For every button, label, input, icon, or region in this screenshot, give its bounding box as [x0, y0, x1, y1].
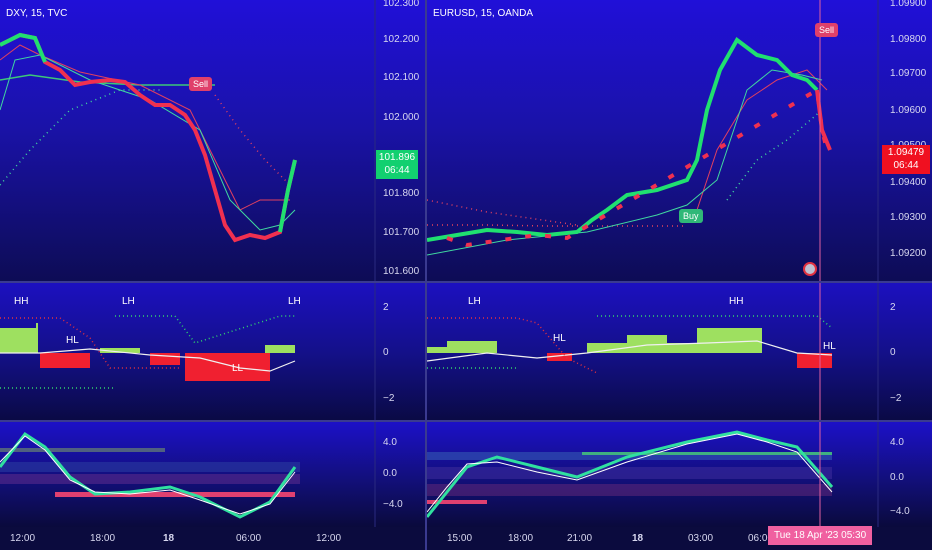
symbol: DXY, 15, TVC — [6, 8, 68, 19]
left-wave-pane: 4.0 0.0 −4.0 — [0, 422, 425, 527]
last-price: 1.09479 — [887, 147, 925, 158]
left-price-pane: DXY, 15, TVC 102.300 102.200 102.100 102… — [0, 0, 425, 281]
time-label: 12:00 — [10, 533, 36, 544]
time-label: 21:00 — [567, 533, 593, 544]
wave-axis-label: 0.0 — [890, 472, 904, 483]
last-price-badge: 1.09479 06:44 — [882, 145, 930, 174]
time-label: 18 — [163, 533, 175, 544]
osc-axis-label: 2 — [890, 302, 896, 313]
sell-signal: Sell — [815, 23, 839, 37]
right-wave-pane: 4.0 0.0 −4.0 — [427, 422, 932, 527]
wave-axis-label: −4.0 — [890, 506, 910, 517]
osc-axis-label: −2 — [383, 393, 395, 404]
wave-axis-label: 0.0 — [383, 468, 397, 479]
time-label: 18:00 — [90, 533, 116, 544]
swing-label: HH — [14, 296, 29, 307]
pane-separator — [0, 420, 932, 422]
swing-label: LH — [122, 296, 135, 307]
price-label: 1.09600 — [890, 105, 927, 116]
crosshair-time: Tue 18 Apr '23 05:30 — [768, 526, 873, 545]
buy-signal: Buy — [679, 209, 703, 223]
symbol: EURUSD, 15, OANDA — [433, 8, 534, 19]
sell-signal: Sell — [189, 77, 213, 91]
price-label: 102.200 — [383, 34, 420, 45]
last-price-badge: 101.896 06:44 — [376, 150, 418, 179]
left-osc-plot — [0, 283, 376, 420]
time-label: 18:00 — [508, 533, 534, 544]
left-price-plot — [0, 0, 376, 281]
last-price: 101.896 — [378, 152, 416, 163]
wave-axis-label: −4.0 — [383, 499, 403, 510]
swing-label: LH — [468, 296, 481, 307]
osc-axis-label: 2 — [383, 302, 389, 313]
price-label: 102.000 — [383, 112, 420, 123]
time-label: 12:00 — [316, 533, 342, 544]
osc-axis-label: −2 — [890, 393, 902, 404]
time-label: 15:00 — [447, 533, 473, 544]
price-label: 102.100 — [383, 72, 420, 83]
osc-axis-label: 0 — [383, 347, 389, 358]
price-label: 1.09900 — [890, 0, 927, 9]
swing-label: LH — [288, 296, 301, 307]
left-osc-pane: HH LH LH HL LL 2 0 −2 — [0, 283, 425, 420]
right-wave-plot — [427, 422, 879, 527]
swing-label: LL — [232, 363, 244, 374]
price-label: 1.09400 — [890, 177, 927, 188]
price-label: 1.09200 — [890, 248, 927, 259]
price-label: 101.800 — [383, 188, 420, 199]
right-price-pane: EURUSD, 15, OANDA 1.09900 1.09800 1.0970… — [427, 0, 932, 281]
countdown: 06:44 — [384, 165, 410, 176]
time-label: 06:00 — [236, 533, 262, 544]
swing-label: HL — [66, 335, 79, 346]
swing-label: HL — [553, 333, 566, 344]
time-label: 06:00 — [748, 533, 774, 544]
time-label: 18 — [632, 533, 644, 544]
osc-axis-label: 0 — [890, 347, 896, 358]
swing-label: HL — [823, 341, 836, 352]
price-label: 1.09700 — [890, 68, 927, 79]
price-label: 102.300 — [383, 0, 420, 9]
left-wave-plot — [0, 422, 376, 527]
price-label: 101.600 — [383, 266, 420, 277]
countdown: 06:44 — [893, 160, 919, 171]
pane-separator — [0, 281, 932, 283]
price-label: 101.700 — [383, 227, 420, 238]
price-label: 1.09800 — [890, 34, 927, 45]
right-osc-plot — [427, 283, 879, 420]
right-osc-pane: LH HH HL HL 2 0 −2 — [427, 283, 932, 420]
time-label: 03:00 — [688, 533, 714, 544]
price-label: 1.09300 — [890, 212, 927, 223]
right-price-plot — [427, 0, 879, 281]
wave-axis-label: 4.0 — [383, 437, 397, 448]
wave-axis-label: 4.0 — [890, 437, 904, 448]
swing-label: HH — [729, 296, 744, 307]
column-separator — [425, 0, 427, 550]
